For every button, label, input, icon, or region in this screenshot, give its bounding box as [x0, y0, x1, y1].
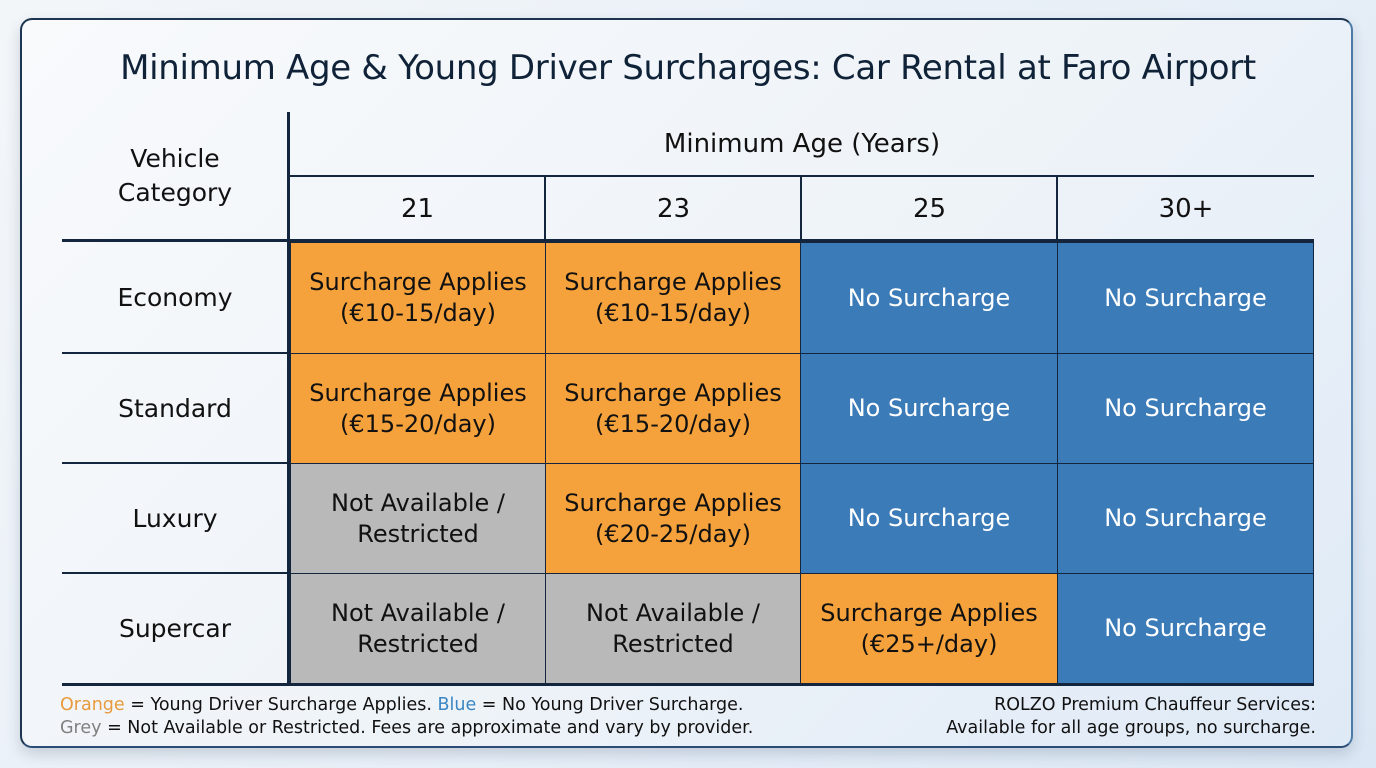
- chart-title: Minimum Age & Young Driver Surcharges: C…: [120, 48, 1256, 88]
- cell-line1: No Surcharge: [847, 394, 1011, 422]
- cell-line1: No Surcharge: [847, 283, 1011, 312]
- cell-line1: Surcharge Applies: [820, 598, 1038, 627]
- cell-line1: No Surcharge: [1104, 394, 1267, 422]
- legend-grey-text: = Not Available or Restricted. Fees are …: [101, 718, 754, 738]
- row-label-economy: Economy: [117, 283, 233, 312]
- divider: [287, 112, 290, 685]
- table-cell: Surcharge Applies (€20-25/day): [545, 463, 801, 574]
- legend-blue-label: Blue: [437, 695, 477, 715]
- table-cell: Surcharge Applies (€10-15/day): [545, 242, 801, 354]
- age-header-30-plus: 30+: [1158, 193, 1214, 224]
- note-line1: ROLZO Premium Chauffeur Services:: [994, 695, 1316, 715]
- age-header-21: 21: [400, 193, 435, 224]
- cell-line1: Surcharge Applies: [309, 268, 527, 296]
- divider: [1056, 177, 1058, 240]
- row-label-luxury: Luxury: [132, 504, 218, 533]
- table-cell: Not Available / Restricted: [545, 573, 801, 684]
- divider: [62, 462, 288, 464]
- column-group-header: Minimum Age (Years): [663, 129, 941, 159]
- cell-line1: No Surcharge: [1104, 283, 1267, 312]
- divider: [62, 239, 1314, 242]
- cell-line2: (€20-25/day): [595, 519, 751, 548]
- rolzo-note: ROLZO Premium Chauffeur Services: Availa…: [946, 694, 1316, 740]
- row-label-supercar: Supercar: [118, 614, 232, 643]
- legend-orange-text: = Young Driver Surcharge Applies.: [124, 695, 438, 715]
- table-cell: Not Available / Restricted: [290, 573, 546, 684]
- legend-blue-text: = No Young Driver Surcharge.: [476, 695, 744, 715]
- table-cell: No Surcharge: [1057, 573, 1314, 684]
- table-cell: No Surcharge: [1057, 463, 1314, 574]
- cell-line1: Surcharge Applies: [564, 268, 782, 296]
- divider: [544, 177, 546, 240]
- age-header-25: 25: [912, 193, 947, 224]
- legend-orange-label: Orange: [60, 695, 125, 715]
- cell-line1: No Surcharge: [847, 504, 1011, 532]
- table-cell: Surcharge Applies (€15-20/day): [290, 353, 546, 464]
- cell-line1: Not Available /: [330, 598, 506, 627]
- note-line2: Available for all age groups, no surchar…: [946, 718, 1316, 738]
- row-label-standard: Standard: [118, 394, 232, 423]
- cell-line1: Not Available /: [585, 598, 761, 627]
- cell-line2: Restricted: [612, 629, 734, 658]
- legend-grey-label: Grey: [60, 718, 102, 738]
- divider: [62, 683, 1314, 686]
- row-header-line2: Category: [117, 178, 233, 207]
- cell-line2: Restricted: [357, 629, 479, 658]
- cell-line2: (€10-15/day): [595, 299, 751, 327]
- age-header-23: 23: [656, 193, 691, 224]
- table-cell: No Surcharge: [800, 463, 1058, 574]
- divider: [62, 352, 288, 354]
- cell-line2: (€10-15/day): [340, 299, 496, 327]
- cell-line1: No Surcharge: [1104, 614, 1267, 642]
- cell-line2: (€15-20/day): [340, 409, 496, 438]
- table-cell: No Surcharge: [800, 353, 1058, 464]
- legend: Orange = Young Driver Surcharge Applies.…: [60, 694, 753, 740]
- cell-line2: (€25+/day): [860, 629, 998, 658]
- cell-line1: No Surcharge: [1104, 504, 1267, 532]
- table-cell: No Surcharge: [1057, 242, 1314, 354]
- legend-line1: Orange = Young Driver Surcharge Applies.…: [60, 694, 753, 717]
- table-cell: Not Available / Restricted: [290, 463, 546, 574]
- table-cell: No Surcharge: [1057, 353, 1314, 464]
- table-cell: No Surcharge: [800, 242, 1058, 354]
- divider: [800, 177, 802, 240]
- cell-line1: Surcharge Applies: [309, 378, 527, 407]
- divider: [290, 175, 1314, 177]
- cell-line2: (€15-20/day): [595, 409, 751, 438]
- divider: [62, 572, 288, 574]
- table-cell: Surcharge Applies (€15-20/day): [545, 353, 801, 464]
- legend-line2: Grey = Not Available or Restricted. Fees…: [60, 717, 753, 740]
- cell-line1: Not Available /: [330, 488, 506, 517]
- table-cell: Surcharge Applies (€10-15/day): [290, 242, 546, 354]
- cell-line1: Surcharge Applies: [564, 378, 782, 407]
- cell-line2: Restricted: [357, 519, 479, 548]
- row-header-line1: Vehicle: [130, 144, 220, 173]
- cell-line1: Surcharge Applies: [564, 488, 782, 517]
- table-cell: Surcharge Applies (€25+/day): [800, 573, 1058, 684]
- row-header: Vehicle Category: [62, 112, 288, 240]
